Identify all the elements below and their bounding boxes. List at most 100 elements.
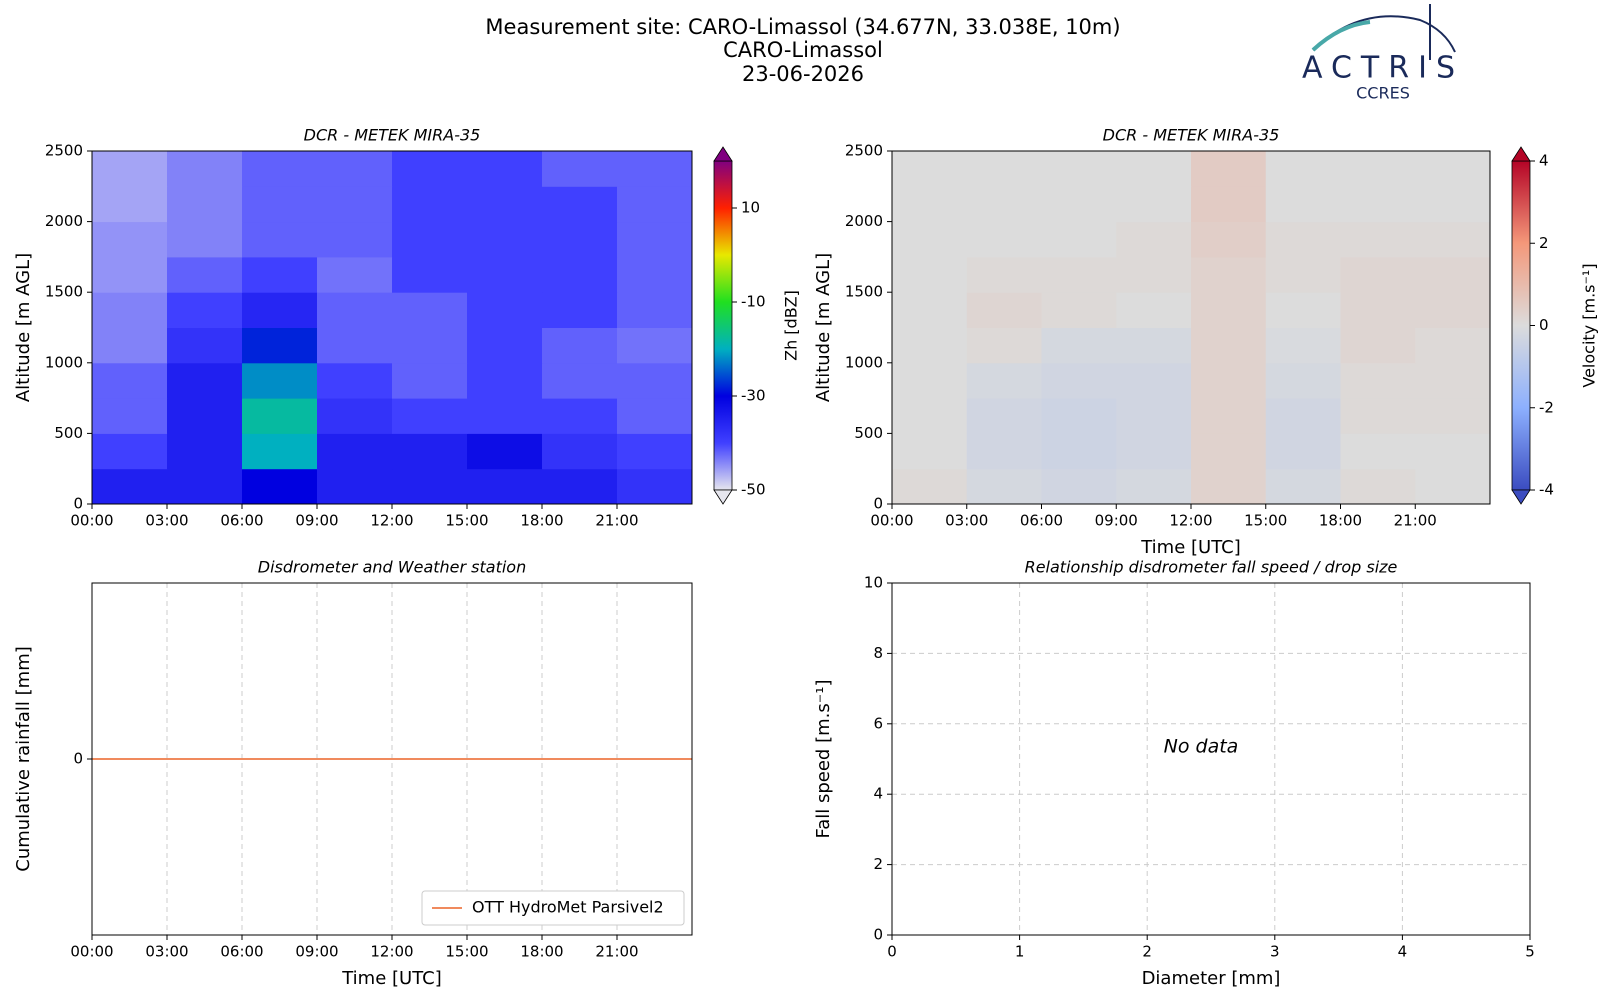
heatmap-cell [242,362,318,399]
y-tick-label: 8 [873,644,883,662]
heatmap-cell [1415,186,1491,223]
x-tick-label: 12:00 [1169,512,1212,530]
heatmap-cell [1265,468,1341,505]
heatmap-cell [892,433,968,470]
x-tick-label: 12:00 [370,943,413,961]
heatmap-cell [542,433,618,470]
heatmap-cell [167,468,243,505]
x-tick-label: 00:00 [70,943,113,961]
heatmap-cell [892,398,968,434]
heatmap-cell [542,362,618,399]
heatmap-cell [542,468,618,505]
heatmap-cell [617,398,693,434]
heatmap-cell [617,362,693,399]
heatmap-cell [542,292,618,328]
logo: ACTRIS CCRES [1302,4,1456,103]
y-tick-label: 4 [873,785,883,803]
heatmap-cell [1116,186,1192,223]
heatmap-cell [1265,186,1341,223]
heatmap-cell [167,362,243,399]
heatmap-cell [892,256,968,293]
heatmap-cell [317,468,393,505]
x-axis-label: Time [UTC] [1140,537,1241,558]
axes-frame [91,582,693,936]
x-tick-label: 00:00 [70,512,113,530]
heatmap-cell [1116,292,1192,328]
colorbar-tick-label: 0 [1539,316,1549,334]
heatmap-cell [966,292,1042,328]
heatmap-cell [1116,433,1192,470]
x-tick-label: 12:00 [370,512,413,530]
heatmap-cell [966,433,1042,470]
x-tick-label: 09:00 [295,943,338,961]
axes-frame [891,150,1491,505]
heatmap-cell [1041,398,1117,434]
x-tick-label: 3 [1270,943,1280,961]
heatmap-cell [1116,221,1192,258]
colorbar-tick-label: -2 [1539,398,1554,416]
heatmap-cell [1191,221,1267,258]
heatmap-cell [1116,362,1192,399]
heatmap-cell [1041,327,1117,364]
heatmap-cell [1191,327,1267,364]
heatmap-cell [467,256,543,293]
panel-title: Relationship disdrometer fall speed / dr… [1025,558,1398,577]
heatmap-cell [242,221,318,258]
heatmap-cell [317,327,393,364]
y-tick-label: 0 [73,750,83,768]
heatmap-cell [1116,256,1192,293]
heatmap-cell [242,292,318,328]
heatmap-cell [92,151,168,187]
heatmap-cell [167,186,243,223]
heatmap-cell [317,398,393,434]
legend-label: OTT HydroMet Parsivel2 [472,898,664,917]
heatmap-cell [1340,256,1416,293]
heatmap-cell [92,221,168,258]
heatmap-cell [1415,362,1491,399]
x-tick-label: 18:00 [520,943,563,961]
colorbar-tick-label: -10 [741,293,766,311]
panel-title: DCR - METEK MIRA-35 [1103,126,1280,145]
heatmap-cell [392,468,468,505]
heatmap-cell [92,398,168,434]
heatmap-cell [617,468,693,505]
x-tick-label: 18:00 [520,512,563,530]
heatmap-cell [1116,327,1192,364]
heatmap-cell [317,433,393,470]
heatmap-cell [542,151,618,187]
heatmap-cell [1041,256,1117,293]
date: 23-06-2026 [742,62,864,86]
heatmap-cell [1265,327,1341,364]
colorbar-tick-label: -30 [741,387,766,405]
colorbar-label: Velocity [m.s⁻¹] [1580,263,1599,387]
x-tick-label: 06:00 [220,512,263,530]
x-tick-label: 06:00 [220,943,263,961]
heatmap-cell [1415,292,1491,328]
heatmap-cell [1340,433,1416,470]
y-axis-label: Fall speed [m.s⁻¹] [813,680,834,839]
heatmap-cell [467,433,543,470]
heatmap-cell [617,327,693,364]
x-tick-label: 15:00 [445,512,488,530]
x-tick-label: 1 [1015,943,1025,961]
heatmap-cell [1265,221,1341,258]
heatmap-cell [966,186,1042,223]
heatmap-cell [892,468,968,505]
heatmap-cell [542,327,618,364]
heatmap-cell [92,256,168,293]
y-tick-label: 1500 [845,283,883,301]
heatmap-cell [1340,327,1416,364]
y-axis-label: Altitude [m AGL] [813,253,834,402]
heatmap-cell [242,327,318,364]
logo-arc-accent [1311,20,1371,52]
heatmap-cell [1191,292,1267,328]
colorbar-tick-label: 2 [1539,234,1549,252]
heatmap-cell [542,398,618,434]
x-tick-label: 21:00 [1394,512,1437,530]
y-tick-label: 2000 [45,212,83,230]
heatmap-cell [1265,256,1341,293]
heatmap-cell [1191,151,1267,187]
heatmap-cell [966,468,1042,505]
heatmap-cell [242,186,318,223]
heatmap-cell [392,327,468,364]
